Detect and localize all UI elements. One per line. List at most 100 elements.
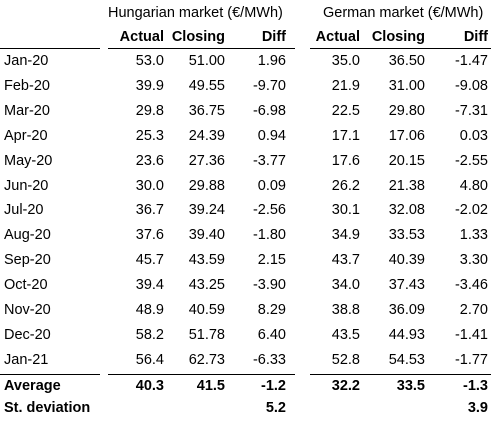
hu-closing-cell: 40.59 bbox=[188, 302, 225, 318]
hu-closing-cell: 62.73 bbox=[188, 351, 225, 368]
hu-closing-cell: 27.36 bbox=[188, 152, 225, 169]
de-diff-cell: -1.77 bbox=[454, 351, 488, 368]
hu-actual-cell: 58.2 bbox=[135, 326, 164, 343]
de-diff-cell: -9.08 bbox=[454, 77, 488, 94]
hu-diff-cell: -6.33 bbox=[252, 351, 286, 368]
hu-actual-cell: 45.7 bbox=[135, 252, 164, 269]
de-closing-cell: 36.50 bbox=[388, 53, 425, 69]
de-diff-header: Diff bbox=[463, 29, 488, 45]
hu-closing-cell: 36.75 bbox=[188, 102, 225, 119]
de-diff-cell: 1.33 bbox=[459, 227, 488, 244]
hu-closing-cell: 39.24 bbox=[188, 202, 225, 219]
hu-diff-cell: -6.98 bbox=[252, 102, 286, 119]
de-closing-cell: 33.53 bbox=[388, 227, 425, 244]
hu-diff-cell: -9.70 bbox=[252, 77, 286, 94]
hu-closing-cell: 24.39 bbox=[188, 127, 225, 144]
de-diff-cell: -1.3 bbox=[463, 378, 488, 394]
hu-diff-cell: 1.96 bbox=[257, 53, 286, 69]
de-diff-cell: 3.30 bbox=[459, 252, 488, 269]
hu-actual-cell: 23.6 bbox=[135, 152, 164, 169]
de-diff-cell: -1.41 bbox=[454, 326, 488, 343]
row-label: Mar-20 bbox=[4, 102, 50, 119]
de-diff-cell: -3.46 bbox=[454, 277, 488, 294]
table-row: Feb-20 39.9 49.55 -9.70 21.9 31.00 -9.08 bbox=[0, 75, 491, 100]
hu-actual-cell: 39.4 bbox=[135, 277, 164, 294]
row-label: Jun-20 bbox=[4, 177, 49, 194]
de-closing-cell: 32.08 bbox=[388, 202, 425, 219]
table-row: Apr-20 25.3 24.39 0.94 17.1 17.06 0.03 bbox=[0, 125, 491, 150]
hungarian-market-title: Hungarian market (€/MWh) bbox=[108, 5, 283, 21]
de-actual-cell: 30.1 bbox=[331, 202, 360, 219]
table-row: Jun-20 30.0 29.88 0.09 26.2 21.38 4.80 bbox=[0, 175, 491, 200]
table-row: Sep-20 45.7 43.59 2.15 43.7 40.39 3.30 bbox=[0, 249, 491, 274]
table-row: Jul-20 36.7 39.24 -2.56 30.1 32.08 -2.02 bbox=[0, 199, 491, 224]
de-closing-cell: 54.53 bbox=[388, 351, 425, 368]
header-rule-left bbox=[0, 48, 100, 49]
hu-diff-cell: 6.40 bbox=[257, 326, 286, 343]
hu-actual-cell: 30.0 bbox=[135, 177, 164, 194]
de-actual-cell: 52.8 bbox=[331, 351, 360, 368]
hu-diff-cell: -3.77 bbox=[252, 152, 286, 169]
de-actual-cell: 17.6 bbox=[331, 152, 360, 169]
hu-closing-cell: 41.5 bbox=[196, 378, 225, 394]
row-label: Average bbox=[4, 378, 61, 394]
hu-closing-cell: 49.55 bbox=[188, 77, 225, 94]
row-label: Jul-20 bbox=[4, 202, 44, 219]
row-label: May-20 bbox=[4, 152, 53, 169]
de-actual-cell: 26.2 bbox=[331, 177, 360, 194]
de-closing-cell: 36.09 bbox=[388, 302, 425, 318]
hu-actual-cell: 36.7 bbox=[135, 202, 164, 219]
de-closing-cell: 17.06 bbox=[388, 127, 425, 144]
de-actual-cell: 34.9 bbox=[331, 227, 360, 244]
de-closing-cell: 37.43 bbox=[388, 277, 425, 294]
de-diff-cell: 0.03 bbox=[459, 127, 488, 144]
hu-actual-cell: 29.8 bbox=[135, 102, 164, 119]
header-rule-hu bbox=[108, 48, 295, 49]
de-actual-cell: 38.8 bbox=[331, 302, 360, 318]
de-closing-cell: 31.00 bbox=[388, 77, 425, 94]
table-row: Nov-20 48.9 40.59 8.29 38.8 36.09 2.70 bbox=[0, 299, 491, 324]
hu-actual-cell: 56.4 bbox=[135, 351, 164, 368]
de-actual-cell: 35.0 bbox=[331, 53, 360, 69]
de-diff-cell: 3.9 bbox=[467, 400, 488, 416]
de-closing-cell: 29.80 bbox=[388, 102, 425, 119]
german-market-title: German market (€/MWh) bbox=[323, 5, 484, 21]
hu-diff-cell: 5.2 bbox=[265, 400, 286, 416]
hu-diff-cell: 0.94 bbox=[257, 127, 286, 144]
de-actual-cell: 43.5 bbox=[331, 326, 360, 343]
hu-diff-cell: 2.15 bbox=[257, 252, 286, 269]
de-actual-cell: 17.1 bbox=[331, 127, 360, 144]
row-label: Nov-20 bbox=[4, 302, 51, 318]
hu-closing-header: Closing bbox=[171, 29, 225, 45]
row-label: St. deviation bbox=[4, 400, 91, 416]
hu-diff-cell: 0.09 bbox=[257, 177, 286, 194]
hu-actual-header: Actual bbox=[119, 29, 164, 45]
hu-closing-cell: 39.40 bbox=[188, 227, 225, 244]
de-diff-cell: -2.55 bbox=[454, 152, 488, 169]
de-diff-cell: -2.02 bbox=[454, 202, 488, 219]
row-label: Apr-20 bbox=[4, 127, 48, 144]
hu-closing-cell: 51.00 bbox=[188, 53, 225, 69]
hu-diff-header: Diff bbox=[261, 29, 286, 45]
de-diff-cell: -1.47 bbox=[454, 53, 488, 69]
de-actual-header: Actual bbox=[315, 29, 360, 45]
de-closing-cell: 44.93 bbox=[388, 326, 425, 343]
de-actual-cell: 34.0 bbox=[331, 277, 360, 294]
hu-actual-cell: 37.6 bbox=[135, 227, 164, 244]
hu-diff-cell: -3.90 bbox=[252, 277, 286, 294]
hu-actual-cell: 39.9 bbox=[135, 77, 164, 94]
row-label: Oct-20 bbox=[4, 277, 48, 294]
de-actual-cell: 21.9 bbox=[331, 77, 360, 94]
header-rule-de bbox=[310, 48, 491, 49]
row-label: Jan-20 bbox=[4, 53, 49, 69]
summary-rule-de bbox=[310, 374, 491, 375]
de-closing-cell: 20.15 bbox=[388, 152, 425, 169]
summary-rule-left bbox=[0, 374, 100, 375]
row-label: Sep-20 bbox=[4, 252, 51, 269]
hu-closing-cell: 43.59 bbox=[188, 252, 225, 269]
de-diff-cell: 4.80 bbox=[459, 177, 488, 194]
table-row: May-20 23.6 27.36 -3.77 17.6 20.15 -2.55 bbox=[0, 150, 491, 175]
table-row: Dec-20 58.2 51.78 6.40 43.5 44.93 -1.41 bbox=[0, 324, 491, 349]
de-closing-cell: 33.5 bbox=[396, 378, 425, 394]
